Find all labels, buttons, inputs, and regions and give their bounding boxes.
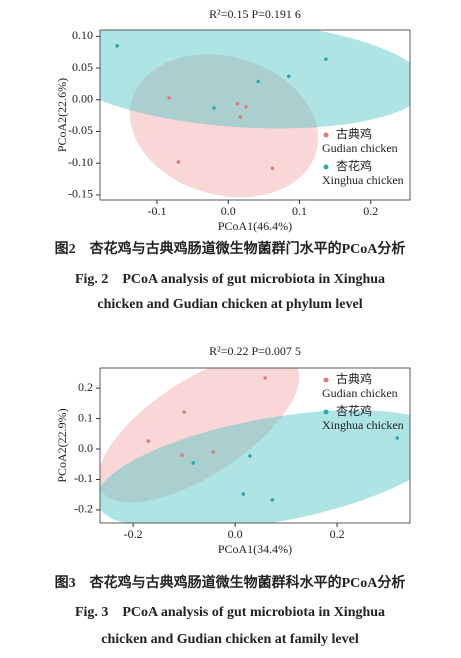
point xyxy=(248,454,252,458)
legend-label: 古典鸡 xyxy=(336,126,372,141)
chart-title: R²=0.22 P=0.007 5 xyxy=(209,344,301,358)
x-tick-label: -0.2 xyxy=(124,527,143,541)
plot-frame xyxy=(99,367,411,524)
plot-frame xyxy=(99,29,411,201)
y-axis-label: PCoA2(22.6%) xyxy=(55,78,69,152)
point xyxy=(241,492,246,496)
legend-label: 杏花鸡 xyxy=(336,158,372,173)
x-axis-label: PCoA1(34.4%) xyxy=(218,542,292,556)
point xyxy=(115,44,119,48)
ellipses xyxy=(100,30,410,198)
caption: Fig. 2 PCoA analysis of gut microbiota i… xyxy=(75,272,385,287)
point xyxy=(270,166,275,171)
legend-label-en: Gudian chicken xyxy=(322,141,398,155)
caption: 图3 杏花鸡与古典鸡肠道微生物菌群科水平的PCoA分析 xyxy=(55,574,406,591)
caption: 图2 杏花鸡与古典鸡肠道微生物菌群门水平的PCoA分析 xyxy=(55,240,406,257)
x-tick-label: 0.1 xyxy=(292,204,307,218)
legend-marker xyxy=(323,409,329,415)
group-ellipse xyxy=(100,368,300,503)
caption: Fig. 3 PCoA analysis of gut microbiota i… xyxy=(75,605,385,620)
point xyxy=(263,376,267,380)
point xyxy=(395,436,400,440)
group-ellipse xyxy=(100,410,410,523)
legend-label: 杏花鸡 xyxy=(336,403,372,418)
legend-label: 古典鸡 xyxy=(336,371,372,386)
point xyxy=(238,115,243,119)
chart-title: R²=0.15 P=0.191 6 xyxy=(209,7,301,21)
point xyxy=(167,96,171,100)
point xyxy=(180,453,184,457)
y-tick-label: 0.2 xyxy=(78,380,93,394)
point xyxy=(212,106,216,110)
point xyxy=(176,160,181,164)
group-ellipse xyxy=(100,30,410,129)
y-tick-label: -0.1 xyxy=(74,471,93,485)
legend-label-en: Gudian chicken xyxy=(322,386,398,400)
x-tick-label: 0.2 xyxy=(330,527,345,541)
y-tick-label: -0.2 xyxy=(74,502,93,516)
legend-label-en: Xinghua chicken xyxy=(322,418,404,432)
x-tick-label: 0.0 xyxy=(228,527,243,541)
point xyxy=(287,74,291,79)
caption: chicken and Gudian chicken at family lev… xyxy=(101,632,359,647)
point xyxy=(146,439,151,443)
point xyxy=(324,57,328,61)
caption: chicken and Gudian chicken at phylum lev… xyxy=(97,297,362,312)
point xyxy=(182,410,186,414)
legend-marker xyxy=(323,132,329,138)
point xyxy=(235,101,240,106)
x-tick-label: 0.0 xyxy=(221,204,236,218)
y-axis-label: PCoA2(22.9%) xyxy=(55,408,69,482)
point xyxy=(270,498,275,502)
y-tick-label: 0.00 xyxy=(72,92,93,106)
ellipses xyxy=(100,368,410,523)
x-axis-label: PCoA1(46.4%) xyxy=(218,219,292,233)
y-tick-label: -0.10 xyxy=(68,155,93,169)
y-tick-label: 0.0 xyxy=(78,441,93,455)
x-tick-label: -0.1 xyxy=(148,204,167,218)
x-tick-label: 0.2 xyxy=(363,204,378,218)
point xyxy=(191,461,196,465)
point xyxy=(256,79,261,84)
point xyxy=(244,104,248,109)
legend-marker xyxy=(323,377,329,383)
legend-marker xyxy=(323,164,329,170)
y-tick-label: 0.10 xyxy=(72,28,93,42)
y-tick-label: 0.05 xyxy=(72,60,93,74)
legend-label-en: Xinghua chicken xyxy=(322,173,404,187)
y-tick-label: -0.05 xyxy=(68,123,93,137)
point xyxy=(211,450,215,454)
y-tick-label: 0.1 xyxy=(78,410,93,424)
y-tick-label: -0.15 xyxy=(68,187,93,201)
